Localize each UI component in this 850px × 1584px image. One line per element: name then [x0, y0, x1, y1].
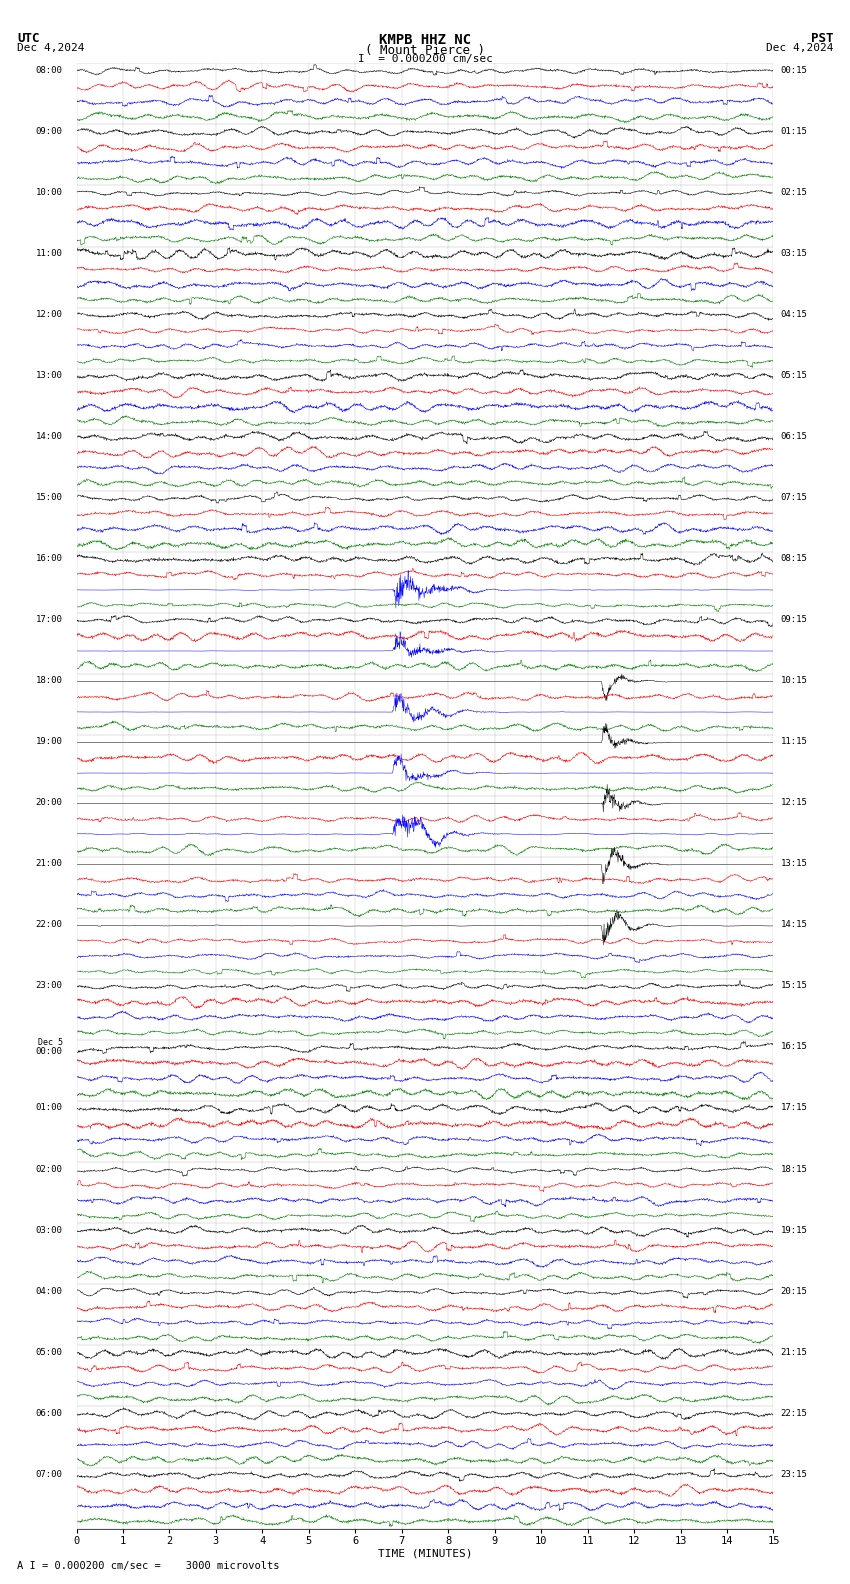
Text: 05:15: 05:15 [780, 371, 808, 380]
Text: KMPB HHZ NC: KMPB HHZ NC [379, 33, 471, 48]
Text: 13:00: 13:00 [36, 371, 63, 380]
Text: Dec 4,2024: Dec 4,2024 [766, 43, 833, 52]
Text: 14:00: 14:00 [36, 432, 63, 440]
Text: 09:00: 09:00 [36, 127, 63, 136]
Text: 17:00: 17:00 [36, 615, 63, 624]
Text: 12:00: 12:00 [36, 310, 63, 318]
Text: 12:15: 12:15 [780, 798, 808, 808]
Text: 11:00: 11:00 [36, 249, 63, 258]
Text: 02:00: 02:00 [36, 1164, 63, 1174]
Text: 10:00: 10:00 [36, 188, 63, 196]
Text: 20:00: 20:00 [36, 798, 63, 808]
Text: 16:15: 16:15 [780, 1042, 808, 1052]
Text: 21:00: 21:00 [36, 859, 63, 868]
Text: 02:15: 02:15 [780, 188, 808, 196]
Text: 04:15: 04:15 [780, 310, 808, 318]
Text: 04:00: 04:00 [36, 1286, 63, 1296]
Text: 01:15: 01:15 [780, 127, 808, 136]
Text: 01:00: 01:00 [36, 1104, 63, 1112]
Text: Dec 5: Dec 5 [37, 1038, 63, 1047]
Text: 22:00: 22:00 [36, 920, 63, 930]
Text: 14:15: 14:15 [780, 920, 808, 930]
Text: I  = 0.000200 cm/sec: I = 0.000200 cm/sec [358, 54, 492, 63]
Text: 03:15: 03:15 [780, 249, 808, 258]
Text: 23:00: 23:00 [36, 982, 63, 990]
Text: 06:15: 06:15 [780, 432, 808, 440]
Text: Dec 4,2024: Dec 4,2024 [17, 43, 84, 52]
Text: 23:15: 23:15 [780, 1470, 808, 1479]
Text: 00:15: 00:15 [780, 65, 808, 74]
Text: PST: PST [811, 32, 833, 44]
Text: 10:15: 10:15 [780, 676, 808, 686]
Text: 09:15: 09:15 [780, 615, 808, 624]
Text: 11:15: 11:15 [780, 737, 808, 746]
Text: 07:00: 07:00 [36, 1470, 63, 1479]
Text: 18:15: 18:15 [780, 1164, 808, 1174]
Text: 05:00: 05:00 [36, 1348, 63, 1357]
Text: 16:00: 16:00 [36, 554, 63, 562]
Text: 21:15: 21:15 [780, 1348, 808, 1357]
Text: 08:15: 08:15 [780, 554, 808, 562]
Text: 03:00: 03:00 [36, 1226, 63, 1234]
Text: A I = 0.000200 cm/sec =    3000 microvolts: A I = 0.000200 cm/sec = 3000 microvolts [17, 1562, 280, 1571]
Text: ( Mount Pierce ): ( Mount Pierce ) [365, 44, 485, 57]
Text: UTC: UTC [17, 32, 39, 44]
Text: 17:15: 17:15 [780, 1104, 808, 1112]
Text: 19:00: 19:00 [36, 737, 63, 746]
Text: 15:15: 15:15 [780, 982, 808, 990]
Text: 18:00: 18:00 [36, 676, 63, 686]
Text: 22:15: 22:15 [780, 1408, 808, 1418]
Text: 15:00: 15:00 [36, 493, 63, 502]
Text: 13:15: 13:15 [780, 859, 808, 868]
Text: 08:00: 08:00 [36, 65, 63, 74]
Text: 07:15: 07:15 [780, 493, 808, 502]
Text: 06:00: 06:00 [36, 1408, 63, 1418]
Text: 00:00: 00:00 [36, 1047, 63, 1057]
Text: 20:15: 20:15 [780, 1286, 808, 1296]
Text: 19:15: 19:15 [780, 1226, 808, 1234]
X-axis label: TIME (MINUTES): TIME (MINUTES) [377, 1548, 473, 1559]
